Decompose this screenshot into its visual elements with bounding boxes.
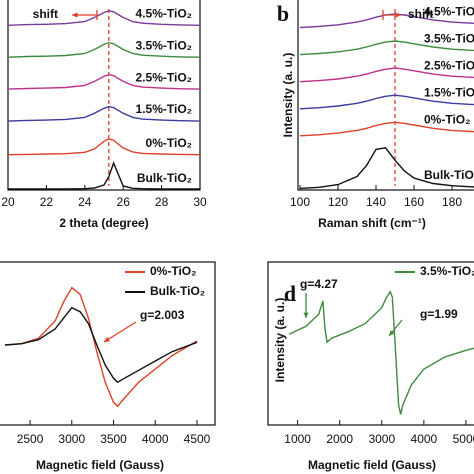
series-label: 4.5%-TiO₂ — [136, 6, 192, 20]
y-axis-label: Intensity (a. u.) — [281, 53, 295, 138]
x-tick-label: 180 — [442, 195, 462, 209]
x-tick-label: 100 — [290, 195, 310, 209]
x-tick-label: 4500 — [184, 432, 211, 446]
plot-frame — [297, 0, 474, 191]
x-tick-label: 2000 — [326, 432, 353, 446]
series-line — [4, 286, 198, 408]
series-label: 1.5%-TiO₂ — [424, 86, 474, 100]
x-tick-label: 3500 — [100, 432, 127, 446]
arrow-head — [389, 330, 395, 336]
arrow-head — [395, 12, 401, 18]
arrow-head — [303, 312, 309, 318]
series-line — [299, 67, 474, 83]
annotation: shift — [408, 7, 433, 21]
annotation: g=2.003 — [140, 308, 185, 322]
series-label: 4.5%-TiO₂ — [424, 4, 474, 18]
series-label: 0%-TiO₂ — [146, 136, 192, 150]
series-label: 3.5%-TiO₂ — [424, 31, 474, 45]
annotation: g=1.99 — [420, 307, 458, 321]
x-axis-label: Magnetic field (Gauss) — [36, 458, 164, 472]
x-axis-label: Magnetic field (Gauss) — [308, 458, 436, 472]
series-line — [7, 105, 201, 122]
plot-frame — [7, 0, 201, 191]
series-label: 2.5%-TiO₂ — [136, 70, 192, 84]
legend-label: Bulk-TiO₂ — [150, 284, 205, 298]
x-tick-label: 4000 — [411, 432, 438, 446]
x-tick-label: 1000 — [284, 432, 311, 446]
series-line — [8, 161, 200, 190]
x-tick-label: 2500 — [17, 432, 44, 446]
x-tick-label: 3000 — [368, 432, 395, 446]
x-tick-label: 26 — [117, 195, 131, 209]
x-tick-label: 4000 — [142, 432, 169, 446]
x-tick-label: 24 — [78, 195, 92, 209]
series-label: 0%-TiO₂ — [424, 113, 470, 127]
x-tick-label: 3000 — [58, 432, 85, 446]
series-line — [7, 10, 201, 26]
annotation-arrow — [103, 321, 137, 343]
series-line — [7, 73, 201, 90]
series-line — [299, 40, 474, 56]
plot-frame — [0, 261, 216, 426]
arrow-head — [104, 336, 110, 342]
series-label: 3.5%-TiO₂ — [136, 38, 192, 52]
series-line — [4, 306, 198, 384]
series-line — [288, 290, 474, 415]
x-tick-label: 30 — [193, 195, 207, 209]
series-line — [7, 138, 201, 156]
series-line — [299, 94, 474, 110]
x-axis-label: Raman shift (cm⁻¹) — [318, 216, 426, 230]
x-tick-label: 140 — [366, 195, 386, 209]
x-tick-label: 28 — [155, 195, 169, 209]
series-line — [299, 147, 474, 190]
annotation: shift — [33, 7, 58, 21]
x-tick-label: 5000 — [453, 432, 474, 446]
annotation: g=4.27 — [300, 277, 338, 291]
series-label: 1.5%-TiO₂ — [136, 102, 192, 116]
arrow-head — [72, 12, 78, 18]
x-tick-label: 20 — [1, 195, 15, 209]
x-tick-label: 120 — [328, 195, 348, 209]
panel-letter: b — [277, 1, 289, 26]
series-label: Bulk-TiO₂ — [424, 168, 474, 182]
series-line — [299, 121, 474, 137]
x-axis-label: 2 theta (degree) — [59, 216, 148, 230]
series-label: Bulk-TiO₂ — [137, 171, 192, 185]
plot-frame — [267, 261, 474, 426]
series-label: 2.5%-TiO₂ — [424, 58, 474, 72]
x-tick-label: 160 — [404, 195, 424, 209]
x-tick-label: 22 — [40, 195, 54, 209]
legend-label: 3.5%-TiO₂ — [420, 264, 474, 278]
y-axis-label: Intensity (a. u.) — [273, 298, 287, 383]
legend-label: 0%-TiO₂ — [150, 264, 196, 278]
panel-letter: d — [284, 281, 296, 306]
series-line — [7, 41, 201, 58]
